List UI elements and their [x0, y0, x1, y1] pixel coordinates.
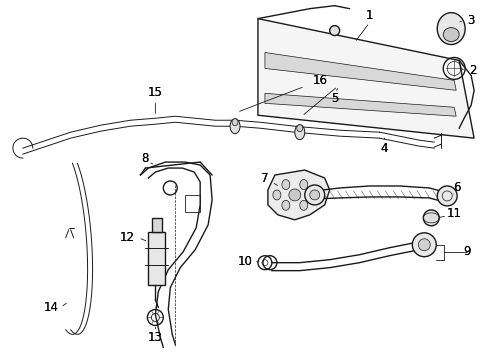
Ellipse shape — [288, 189, 300, 201]
Polygon shape — [152, 218, 162, 232]
Text: 11: 11 — [446, 207, 461, 220]
Ellipse shape — [308, 190, 316, 200]
Text: 14: 14 — [43, 301, 58, 314]
Polygon shape — [264, 93, 455, 116]
Text: 10: 10 — [237, 255, 252, 268]
Text: 7: 7 — [261, 171, 268, 185]
Polygon shape — [258, 19, 473, 138]
Ellipse shape — [272, 190, 280, 200]
Ellipse shape — [296, 125, 302, 132]
Polygon shape — [267, 170, 329, 220]
Text: 15: 15 — [147, 86, 163, 99]
Text: 5: 5 — [330, 92, 338, 105]
Polygon shape — [148, 232, 165, 285]
Text: 2: 2 — [468, 64, 476, 77]
Ellipse shape — [281, 180, 289, 190]
Ellipse shape — [294, 125, 304, 140]
Ellipse shape — [304, 185, 324, 205]
Text: 4: 4 — [380, 141, 387, 155]
Ellipse shape — [423, 210, 438, 226]
Ellipse shape — [411, 233, 435, 257]
Text: 1: 1 — [365, 9, 372, 22]
Text: 9: 9 — [463, 245, 470, 258]
Ellipse shape — [436, 186, 456, 206]
Text: 12: 12 — [120, 231, 135, 244]
Text: 2: 2 — [468, 64, 476, 77]
Text: 14: 14 — [43, 301, 58, 314]
Text: 16: 16 — [311, 74, 326, 87]
Text: 3: 3 — [467, 14, 474, 27]
Text: 15: 15 — [147, 86, 163, 99]
Text: 10: 10 — [237, 255, 252, 268]
Text: 5: 5 — [330, 92, 338, 105]
Text: 4: 4 — [380, 141, 387, 155]
Ellipse shape — [442, 28, 458, 41]
Ellipse shape — [232, 119, 238, 126]
Text: 11: 11 — [446, 207, 461, 220]
Text: 13: 13 — [147, 331, 163, 344]
Text: 1: 1 — [365, 9, 372, 22]
Text: 3: 3 — [467, 14, 474, 27]
Ellipse shape — [229, 119, 240, 134]
Text: 16: 16 — [311, 74, 326, 87]
Text: 6: 6 — [452, 181, 460, 194]
Text: 8: 8 — [142, 152, 149, 165]
Polygon shape — [264, 53, 455, 90]
Text: 7: 7 — [261, 171, 268, 185]
Text: 8: 8 — [142, 152, 149, 165]
Text: 9: 9 — [463, 245, 470, 258]
Ellipse shape — [299, 200, 307, 210]
Ellipse shape — [281, 200, 289, 210]
Text: 13: 13 — [147, 331, 163, 344]
Ellipse shape — [329, 26, 339, 36]
Ellipse shape — [436, 13, 464, 45]
Ellipse shape — [309, 190, 319, 200]
Ellipse shape — [417, 239, 429, 251]
Text: 6: 6 — [452, 181, 460, 194]
Text: 12: 12 — [120, 231, 135, 244]
Ellipse shape — [299, 180, 307, 190]
